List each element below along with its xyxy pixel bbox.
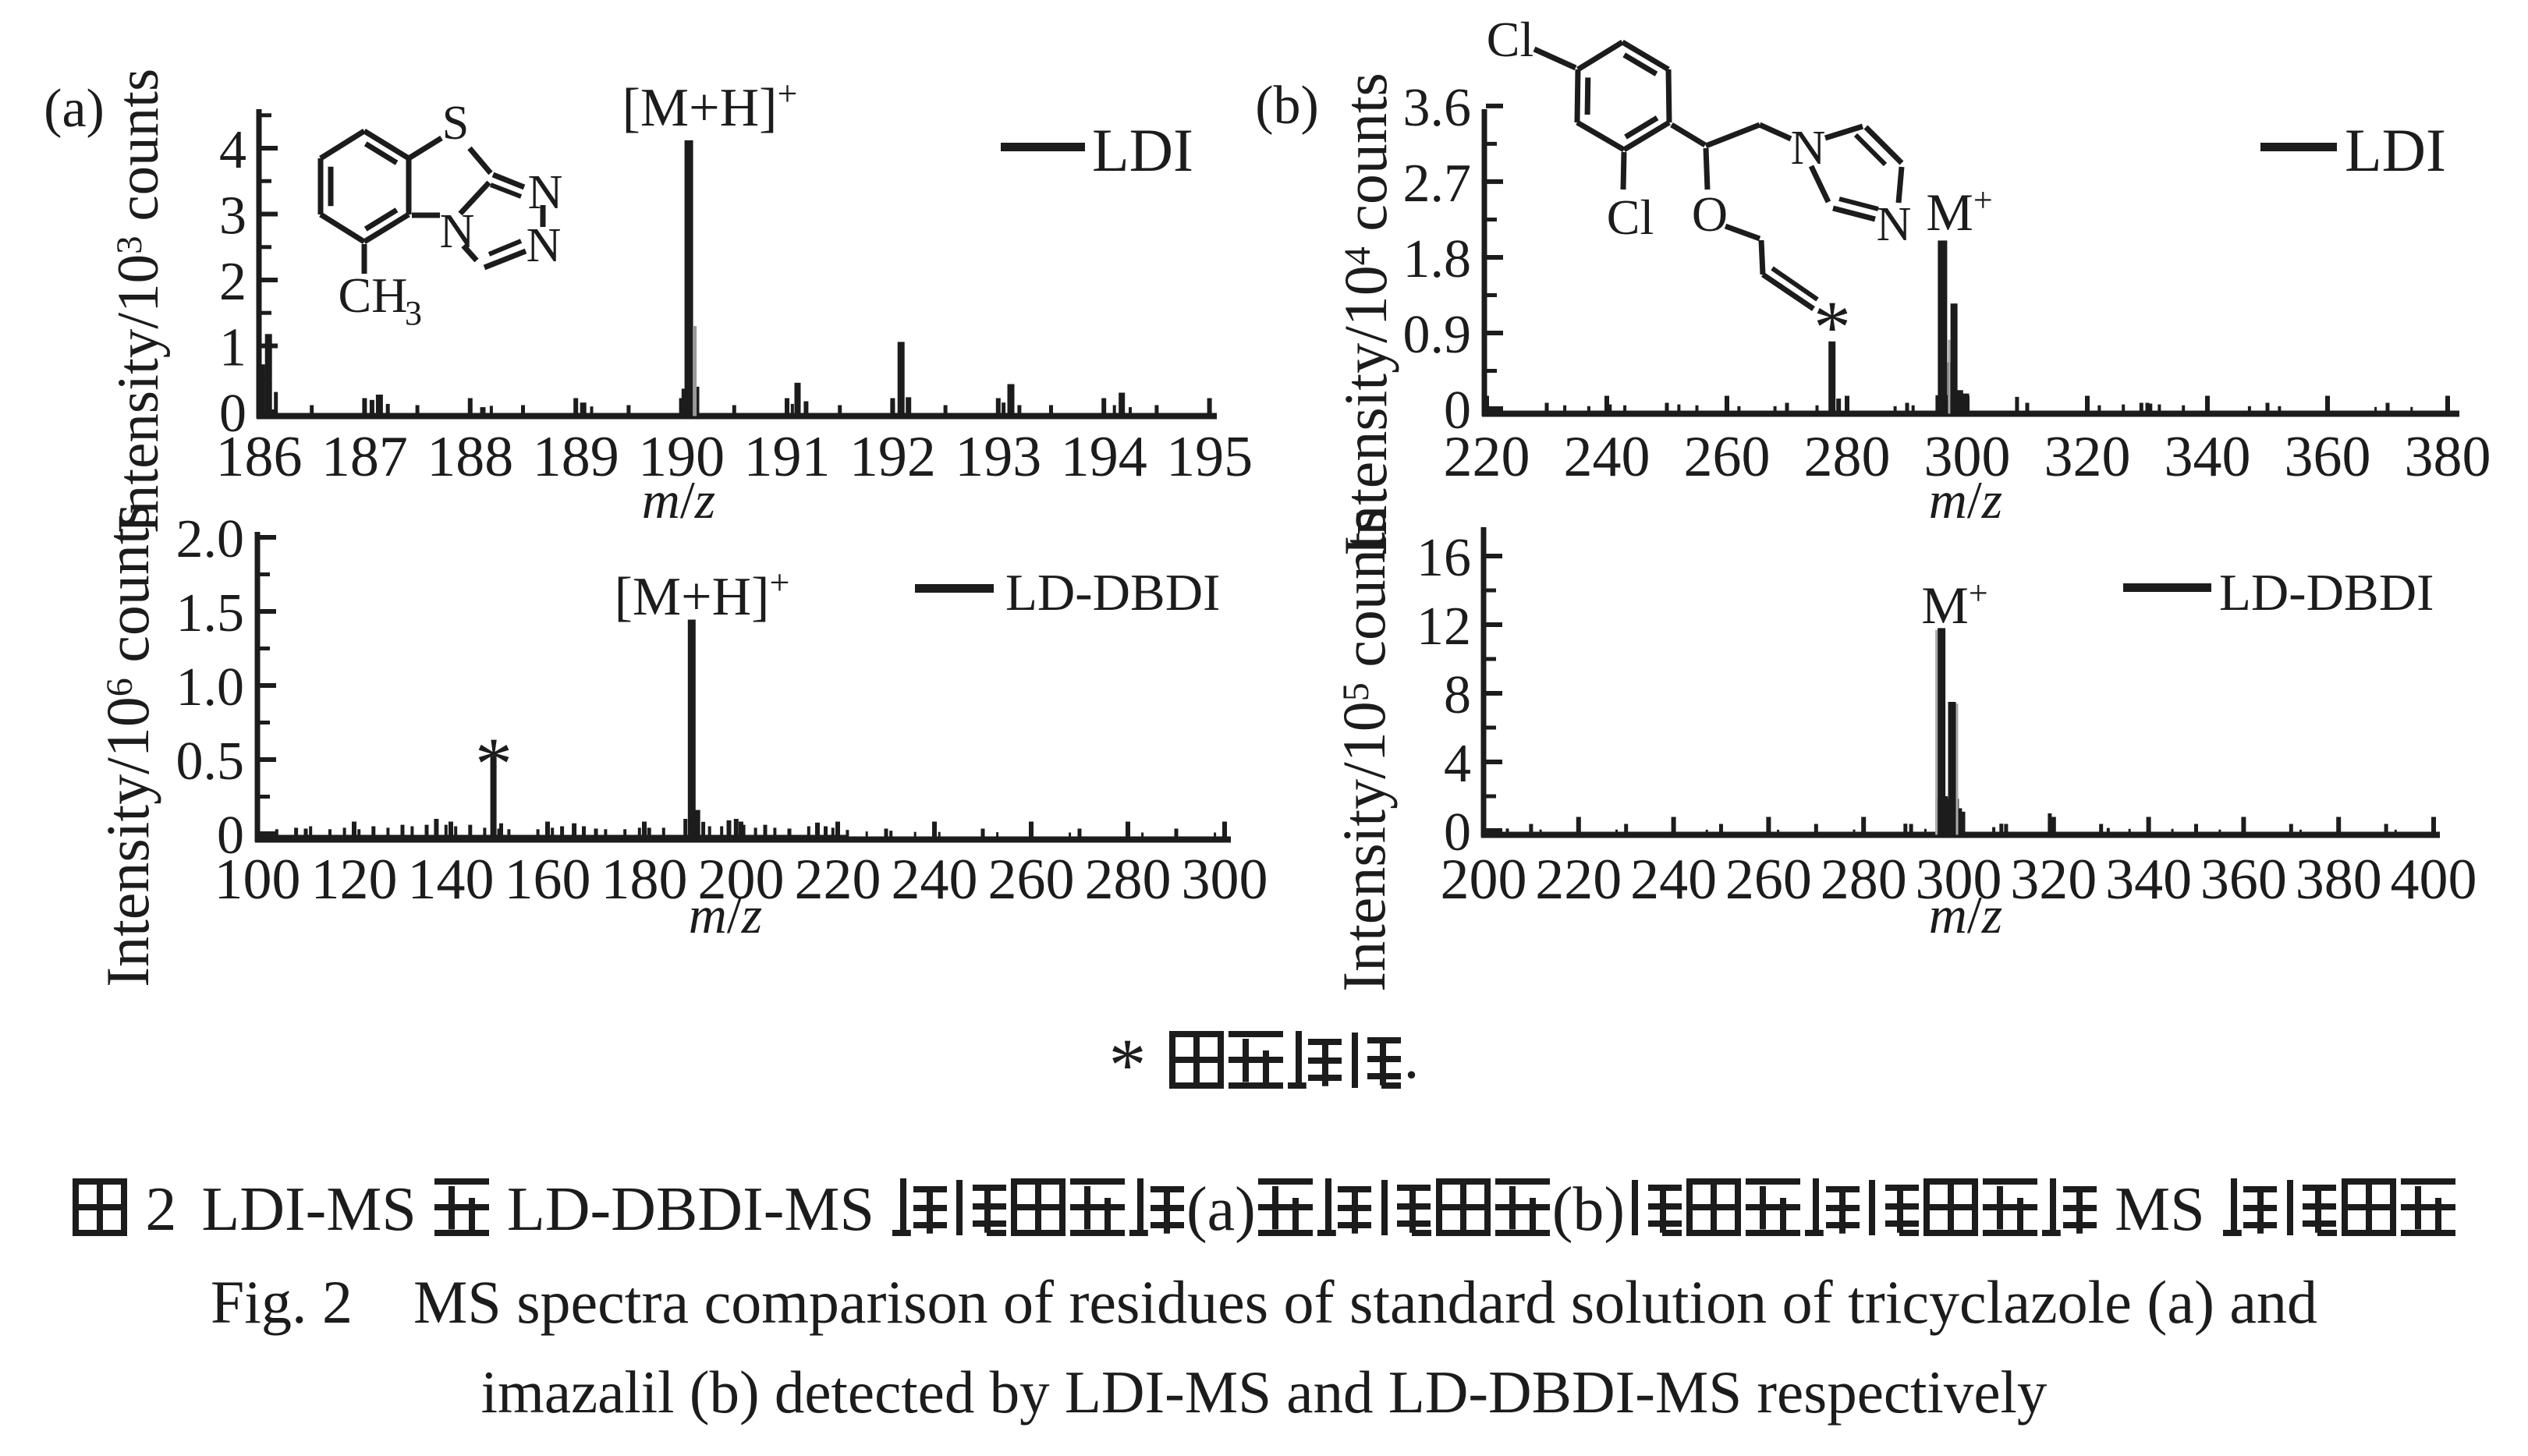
svg-text:380: 380 [2405, 425, 2491, 489]
svg-text:194: 194 [1061, 425, 1147, 489]
svg-text:*: * [1814, 285, 1851, 369]
svg-text:m/z: m/z [642, 470, 715, 530]
svg-text:LDI: LDI [2345, 116, 2446, 184]
svg-text:240: 240 [1564, 425, 1650, 489]
svg-text:0: 0 [1444, 381, 1471, 441]
svg-text:Intensity/103 counts: Intensity/103 counts [106, 69, 171, 533]
svg-text:400: 400 [2391, 848, 2477, 912]
svg-text:240: 240 [1630, 848, 1717, 912]
svg-text:187: 187 [321, 425, 408, 489]
svg-text:280: 280 [1804, 425, 1891, 489]
svg-text:189: 189 [533, 425, 619, 489]
svg-text:1: 1 [219, 318, 246, 378]
svg-text:0: 0 [219, 384, 246, 444]
svg-text:190: 190 [638, 425, 725, 489]
svg-text:8: 8 [1444, 665, 1471, 725]
svg-text:260: 260 [1725, 848, 1812, 912]
svg-text:300: 300 [1924, 425, 2011, 489]
svg-text:S: S [442, 97, 469, 150]
svg-text:LDI: LDI [1092, 116, 1193, 184]
svg-text:180: 180 [601, 848, 688, 912]
svg-text:(b): (b) [1255, 76, 1319, 136]
svg-text:220: 220 [795, 848, 881, 912]
svg-text:260: 260 [988, 848, 1075, 912]
svg-text:200: 200 [698, 848, 785, 912]
svg-text:380: 380 [2296, 848, 2382, 912]
svg-text:3: 3 [219, 186, 246, 246]
svg-text:16: 16 [1416, 528, 1471, 588]
svg-text:280: 280 [1821, 848, 1907, 912]
svg-text:N: N [1791, 122, 1826, 175]
svg-text:Intensity/105 counts: Intensity/105 counts [1330, 508, 1398, 992]
svg-text:0: 0 [217, 806, 244, 866]
svg-text:360: 360 [2200, 848, 2287, 912]
svg-text:140: 140 [408, 848, 495, 912]
svg-text:192: 192 [849, 425, 936, 489]
svg-text:Cl: Cl [1607, 190, 1654, 245]
svg-text:N: N [527, 219, 562, 272]
svg-text:2: 2 [219, 252, 246, 312]
svg-text:4: 4 [1444, 734, 1471, 794]
svg-text:3: 3 [405, 294, 422, 332]
svg-text:LD-DBDI: LD-DBDI [2219, 564, 2434, 622]
svg-text:O: O [1692, 186, 1728, 242]
svg-text:M+: M+ [1921, 574, 1987, 635]
svg-text:160: 160 [505, 848, 591, 912]
svg-text:220: 220 [1535, 848, 1622, 912]
svg-text:200: 200 [1441, 848, 1527, 912]
svg-text:188: 188 [427, 425, 513, 489]
svg-text:193: 193 [955, 425, 1041, 489]
svg-text:2.7: 2.7 [1403, 154, 1472, 214]
svg-text:N: N [1877, 198, 1912, 251]
svg-text:Intensity/104 counts: Intensity/104 counts [1331, 73, 1399, 556]
svg-text:*: * [475, 722, 512, 806]
svg-text:186: 186 [216, 425, 303, 489]
svg-text:320: 320 [2010, 848, 2097, 912]
svg-text:CH: CH [339, 267, 408, 323]
svg-text:LD-DBDI: LD-DBDI [1005, 564, 1220, 622]
svg-text:M+: M+ [1926, 181, 1992, 242]
svg-text:191: 191 [744, 425, 831, 489]
svg-text:300: 300 [1916, 848, 2002, 912]
svg-text:2.0: 2.0 [176, 509, 245, 569]
svg-text:Intensity/106 counts: Intensity/106 counts [94, 504, 161, 987]
svg-text:[M+H]+: [M+H]+ [622, 73, 798, 138]
svg-text:340: 340 [2105, 848, 2192, 912]
svg-text:m/z: m/z [1929, 885, 2002, 944]
svg-text:240: 240 [892, 848, 978, 912]
svg-text:340: 340 [2165, 425, 2251, 489]
svg-text:1.8: 1.8 [1403, 229, 1472, 289]
svg-text:m/z: m/z [689, 885, 762, 944]
svg-text:220: 220 [1444, 425, 1530, 489]
svg-text:0.5: 0.5 [176, 732, 245, 792]
svg-text:m/z: m/z [1929, 470, 2002, 530]
svg-text:195: 195 [1166, 425, 1253, 489]
svg-text:(a): (a) [44, 79, 105, 139]
svg-text:0.9: 0.9 [1403, 305, 1472, 365]
svg-text:Cl: Cl [1487, 12, 1533, 67]
svg-text:120: 120 [311, 848, 398, 912]
svg-text:1.5: 1.5 [176, 583, 245, 643]
svg-text:260: 260 [1684, 425, 1771, 489]
svg-text:360: 360 [2285, 425, 2371, 489]
svg-text:4: 4 [219, 120, 246, 180]
svg-text:3.6: 3.6 [1403, 78, 1472, 138]
svg-text:320: 320 [2044, 425, 2131, 489]
svg-text:280: 280 [1085, 848, 1172, 912]
svg-text:100: 100 [215, 848, 301, 912]
svg-text:12: 12 [1416, 597, 1471, 657]
svg-text:0: 0 [1444, 802, 1471, 863]
svg-text:[M+H]+: [M+H]+ [615, 562, 790, 627]
svg-text:N: N [440, 205, 475, 258]
svg-text:1.0: 1.0 [176, 657, 245, 717]
svg-text:300: 300 [1182, 848, 1268, 912]
